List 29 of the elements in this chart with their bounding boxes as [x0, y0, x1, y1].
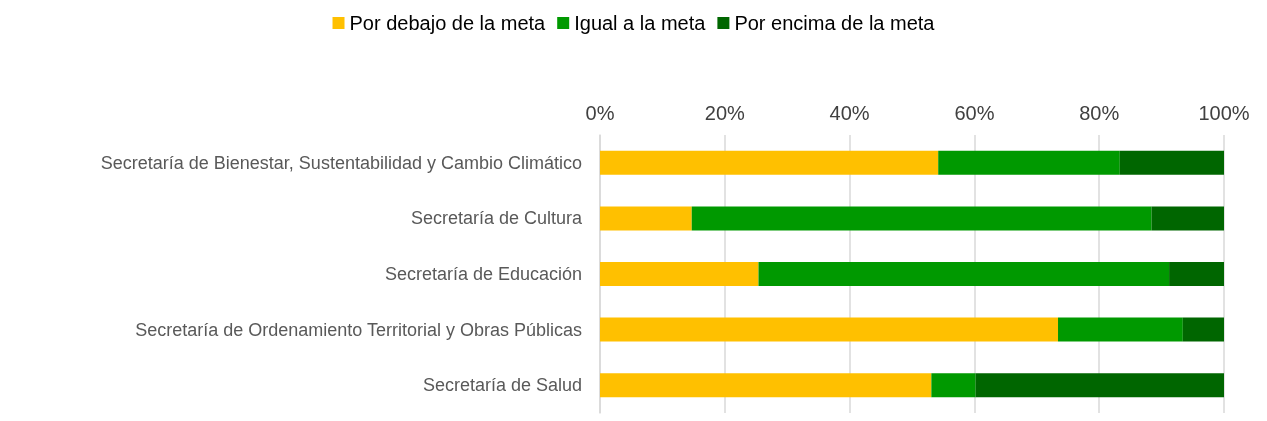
bar — [938, 150, 1120, 175]
y-tick-label: Secretaría de Ordenamiento Territorial y Obras Públicas — [135, 319, 582, 340]
bar — [691, 206, 1152, 231]
x-tick-label: 80% — [1079, 102, 1120, 124]
x-tick-label: 60% — [954, 102, 995, 124]
x-tick-label: 0% — [585, 102, 615, 124]
bar — [600, 150, 939, 175]
y-tick-label: Secretaría de Educación — [384, 264, 582, 284]
x-tick-label: 100% — [1198, 102, 1250, 124]
bar — [600, 373, 932, 398]
bar — [1151, 206, 1224, 231]
legend-label: Igual a la meta — [574, 12, 707, 34]
bar — [1182, 317, 1224, 342]
y-tick-label: Secretaría de Salud — [422, 375, 582, 396]
legend-label: Por encima de la meta — [734, 12, 936, 34]
bar — [1058, 317, 1183, 342]
y-tick-label: Secretaría de Cultura — [410, 208, 583, 229]
bar — [975, 373, 1224, 398]
bar — [1119, 150, 1224, 175]
bar — [600, 262, 759, 286]
bar — [600, 317, 1059, 342]
legend-label: Por debajo de la meta — [349, 12, 547, 34]
x-tick-label: 20% — [704, 102, 746, 124]
bar — [758, 262, 1170, 286]
x-tick-label: 40% — [829, 102, 870, 124]
bar — [931, 373, 976, 398]
y-tick-label: Secretaría de Bienestar, Sustentabilidad y Cambio Climático — [100, 152, 582, 173]
bar — [600, 206, 692, 231]
bar — [1169, 262, 1224, 286]
